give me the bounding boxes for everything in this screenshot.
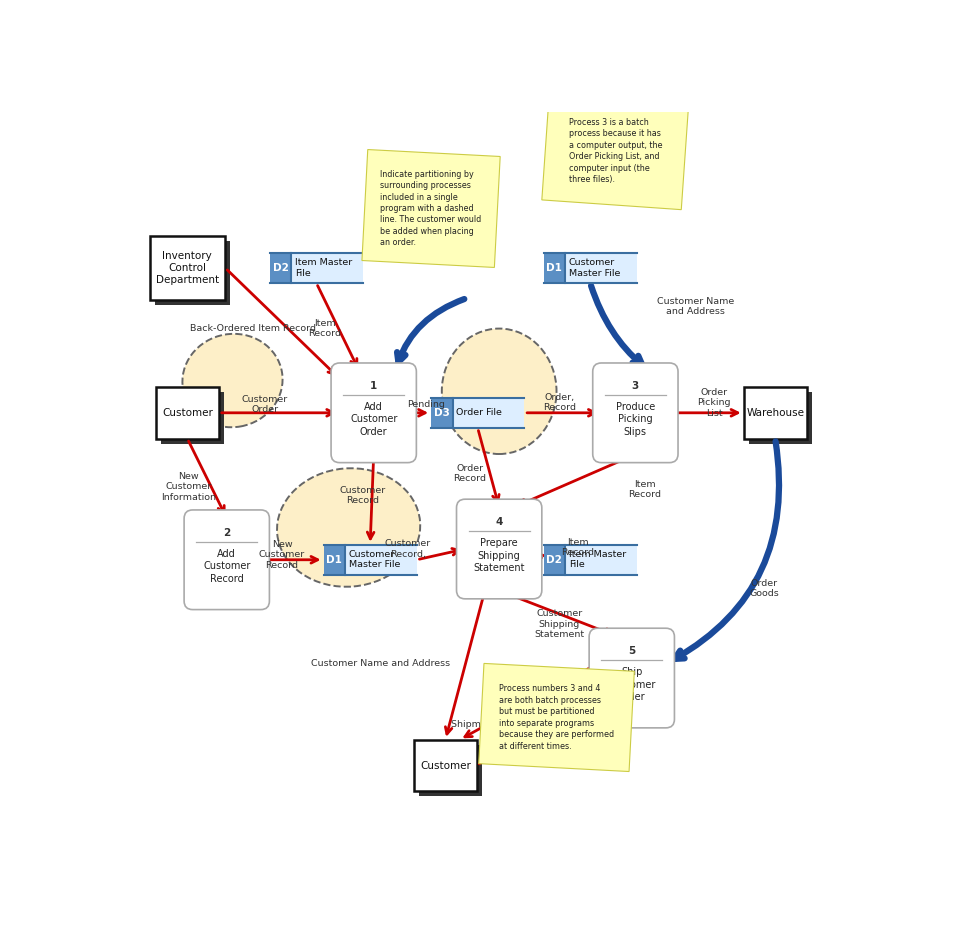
Text: New
Customer
Information: New Customer Information [161, 472, 216, 502]
Text: Item Master
File: Item Master File [568, 550, 626, 570]
FancyBboxPatch shape [565, 545, 636, 574]
FancyBboxPatch shape [331, 363, 417, 463]
Text: New
Customer
Record: New Customer Record [259, 540, 305, 570]
FancyBboxPatch shape [414, 740, 477, 791]
Text: Add
Customer
Record: Add Customer Record [204, 549, 251, 584]
FancyBboxPatch shape [479, 664, 635, 772]
FancyBboxPatch shape [565, 253, 636, 283]
FancyBboxPatch shape [345, 545, 417, 574]
Text: Process 3 is a batch
process because it has
a computer output, the
Order Picking: Process 3 is a batch process because it … [568, 118, 662, 184]
Text: Customer
Shipping
Statement: Customer Shipping Statement [535, 610, 585, 640]
FancyBboxPatch shape [543, 545, 636, 574]
FancyBboxPatch shape [744, 387, 806, 439]
FancyBboxPatch shape [589, 628, 675, 728]
Text: D1: D1 [326, 555, 342, 565]
Text: 1: 1 [371, 381, 377, 391]
FancyBboxPatch shape [270, 253, 291, 283]
FancyBboxPatch shape [184, 510, 270, 610]
Text: Customer Name
and Address: Customer Name and Address [657, 297, 734, 317]
Text: D3: D3 [434, 408, 449, 418]
FancyBboxPatch shape [150, 236, 225, 301]
FancyBboxPatch shape [156, 387, 219, 439]
Text: Indicate partitioning by
surrounding processes
included in a single
program with: Indicate partitioning by surrounding pro… [380, 169, 482, 248]
Text: D2: D2 [273, 263, 288, 273]
Text: Customer: Customer [420, 761, 470, 771]
FancyBboxPatch shape [543, 253, 636, 283]
Text: Item
Record: Item Record [628, 479, 661, 499]
Ellipse shape [277, 468, 420, 587]
Text: Customer
Master File: Customer Master File [568, 258, 620, 277]
FancyBboxPatch shape [592, 363, 678, 463]
FancyBboxPatch shape [155, 241, 230, 305]
FancyBboxPatch shape [431, 398, 524, 428]
Text: Process numbers 3 and 4
are both batch processes
but must be partitioned
into se: Process numbers 3 and 4 are both batch p… [499, 684, 614, 750]
Text: 5: 5 [628, 646, 636, 655]
FancyBboxPatch shape [270, 253, 363, 283]
Text: 3: 3 [632, 381, 639, 391]
Text: D1: D1 [546, 263, 563, 273]
FancyBboxPatch shape [543, 545, 565, 574]
FancyBboxPatch shape [452, 398, 524, 428]
Ellipse shape [442, 329, 557, 454]
FancyBboxPatch shape [291, 253, 363, 283]
Text: Order File: Order File [456, 409, 502, 417]
FancyBboxPatch shape [161, 392, 224, 444]
Text: Order
Record: Order Record [453, 464, 487, 483]
Text: Customer
Order: Customer Order [242, 395, 288, 414]
Text: Order,
Record: Order, Record [543, 393, 576, 412]
FancyBboxPatch shape [324, 545, 417, 574]
Text: Customer: Customer [162, 408, 213, 418]
Text: Customer
Record: Customer Record [340, 486, 386, 505]
Text: Shipment Details: Shipment Details [451, 721, 533, 729]
Text: Pending: Pending [407, 399, 445, 409]
FancyBboxPatch shape [749, 392, 812, 444]
Text: Customer
Master File: Customer Master File [348, 550, 400, 570]
Text: D2: D2 [546, 555, 563, 565]
Text: Produce
Picking
Slips: Produce Picking Slips [615, 402, 655, 437]
Text: 4: 4 [495, 517, 503, 527]
FancyBboxPatch shape [324, 545, 345, 574]
FancyBboxPatch shape [431, 398, 452, 428]
Text: Warehouse: Warehouse [746, 408, 804, 418]
Text: Item Master
File: Item Master File [295, 258, 352, 277]
FancyBboxPatch shape [362, 150, 500, 267]
Ellipse shape [182, 334, 282, 427]
FancyBboxPatch shape [543, 253, 565, 283]
Text: Item
Record: Item Record [308, 318, 342, 338]
Text: 2: 2 [223, 528, 230, 537]
Text: Customer
Record,: Customer Record, [385, 539, 431, 559]
Text: Back-Ordered Item Record: Back-Ordered Item Record [190, 324, 316, 333]
Text: Item
Record: Item Record [562, 538, 594, 558]
Text: Ship
Customer
Order: Ship Customer Order [608, 668, 656, 702]
Text: Prepare
Shipping
Statement: Prepare Shipping Statement [473, 538, 525, 573]
FancyBboxPatch shape [541, 93, 688, 209]
Text: Order
Goods: Order Goods [750, 579, 780, 598]
Text: Order
Picking
List: Order Picking List [698, 388, 731, 418]
Text: Inventory
Control
Department: Inventory Control Department [156, 250, 219, 286]
FancyBboxPatch shape [419, 745, 482, 796]
Text: Add
Customer
Order: Add Customer Order [350, 402, 397, 437]
FancyBboxPatch shape [457, 499, 541, 599]
Text: Customer Name and Address: Customer Name and Address [311, 659, 450, 668]
